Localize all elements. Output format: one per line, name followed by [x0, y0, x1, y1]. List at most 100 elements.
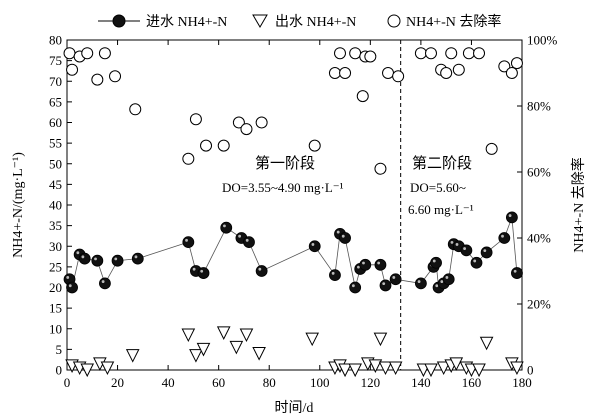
y-left-tick-label: 70: [49, 74, 62, 89]
outflow-point: [378, 361, 393, 376]
y-right-tick-label: 0: [527, 363, 534, 378]
inflow-point: [505, 211, 518, 224]
removal-rate-point: [200, 139, 213, 152]
inflow-point: [374, 258, 387, 271]
legend-inflow-marker: [98, 14, 140, 28]
removal-rate-point: [382, 67, 395, 79]
removal-rate-point: [240, 123, 253, 136]
y-left-tick-label: 10: [49, 321, 62, 336]
removal-rate-point: [328, 67, 341, 79]
legend: 进水 NH4+-N 出水 NH4+-N NH4+-N 去除率: [98, 13, 501, 30]
inflow-point: [308, 240, 321, 253]
removal-rate-point: [308, 139, 321, 152]
y-left-tick-label: 50: [49, 156, 62, 171]
removal-rate-point: [364, 50, 377, 63]
y-axis-title-left: NH4+-N/(mg·L⁻¹): [11, 152, 26, 258]
outflow-point: [125, 349, 140, 363]
outflow-point: [436, 361, 451, 376]
legend-label-removal: NH4+-N 去除率: [406, 13, 501, 30]
inflow-point-highlight: [501, 234, 504, 238]
inflow-point-highlight: [417, 280, 421, 283]
x-tick-label: 140: [411, 375, 431, 390]
inflow-point: [329, 269, 341, 282]
outflow-point: [216, 326, 231, 340]
legend-label-outflow: 出水 NH4+-N: [275, 14, 356, 30]
y-left-tick-label: 65: [49, 94, 62, 109]
y-left-tick-label: 60: [49, 115, 62, 130]
inflow-point: [470, 256, 483, 269]
inflow-point-highlight: [114, 257, 118, 261]
inflow-point: [430, 256, 442, 269]
outflow-point: [181, 328, 196, 343]
removal-rate-point: [63, 47, 76, 60]
inflow-point-highlight: [238, 234, 242, 238]
inflow-point-highlight: [513, 269, 517, 273]
inflow-point: [379, 279, 392, 292]
outflow-point: [338, 363, 352, 378]
x-tick-label: 0: [64, 375, 71, 390]
removal-rate-point: [445, 47, 458, 60]
inflow-point: [498, 232, 511, 244]
y-left-tick-label: 30: [49, 239, 62, 254]
x-axis-title: 时间/d: [275, 400, 314, 416]
y-right-tick-label: 80%: [527, 99, 551, 114]
inflow-point: [111, 254, 124, 267]
outflow-point: [80, 363, 95, 378]
inflow-point-highlight: [357, 265, 360, 269]
y-left-tick-label: 45: [49, 177, 62, 192]
inflow-point-highlight: [435, 284, 439, 288]
y-right-tick-label: 60%: [527, 165, 551, 180]
outflow-point: [196, 342, 211, 357]
outflow-point: [472, 363, 486, 378]
stage2-do-line1: DO=5.60~: [410, 180, 466, 195]
outflow-point: [388, 361, 403, 376]
outflow-point: [229, 340, 244, 355]
inflow-point: [91, 254, 104, 267]
inflow-point-highlight: [245, 238, 249, 242]
inflow-point: [78, 252, 91, 265]
inflow-point: [197, 267, 210, 279]
x-tick-label: 20: [111, 375, 124, 390]
removal-rate-point: [473, 47, 486, 60]
inflow-point: [131, 252, 144, 265]
inflow-point-highlight: [101, 280, 105, 283]
inflow-point: [460, 244, 473, 257]
inflow-point-highlight: [382, 282, 386, 286]
inflow-point-highlight: [341, 234, 345, 238]
y-left-tick-label: 0: [56, 363, 63, 378]
inflow-point-highlight: [336, 230, 340, 234]
y-left-tick-label: 55: [49, 136, 62, 151]
removal-rate-point: [392, 70, 405, 83]
inflow-point-highlight: [76, 251, 80, 255]
inflow-point-highlight: [445, 276, 449, 279]
x-tick-label: 100: [310, 375, 330, 390]
inflow-point-highlight: [508, 214, 512, 217]
x-tick-label: 40: [162, 375, 175, 390]
y-left-tick-label: 15: [49, 301, 62, 316]
series-layer: [63, 47, 524, 378]
inflow-point-highlight: [200, 269, 204, 273]
removal-rate-point: [462, 47, 475, 60]
inflow-point-highlight: [351, 284, 355, 288]
removal-rate-point: [98, 47, 111, 60]
y-left-tick-label: 5: [56, 342, 63, 357]
inflow-point-highlight: [81, 255, 85, 259]
removal-rate-point: [356, 90, 369, 103]
stage2-title: 第二阶段: [412, 154, 472, 172]
inflow-point: [511, 267, 523, 279]
x-tick-label: 160: [462, 375, 482, 390]
inflow-point-highlight: [450, 240, 454, 244]
removal-rate-point: [414, 47, 427, 60]
y-right-tick-label: 40%: [527, 231, 551, 246]
inflow-point: [66, 281, 78, 294]
removal-rate-point: [425, 47, 437, 60]
removal-rate-point: [255, 116, 268, 129]
inflow-point: [220, 221, 233, 234]
inflow-point-highlight: [432, 259, 436, 263]
inflow-point: [243, 236, 255, 249]
removal-rate-point: [334, 47, 346, 60]
y-left-tick-label: 40: [49, 198, 62, 213]
stage1-title: 第一阶段: [255, 154, 315, 172]
inflow-point: [182, 236, 195, 249]
